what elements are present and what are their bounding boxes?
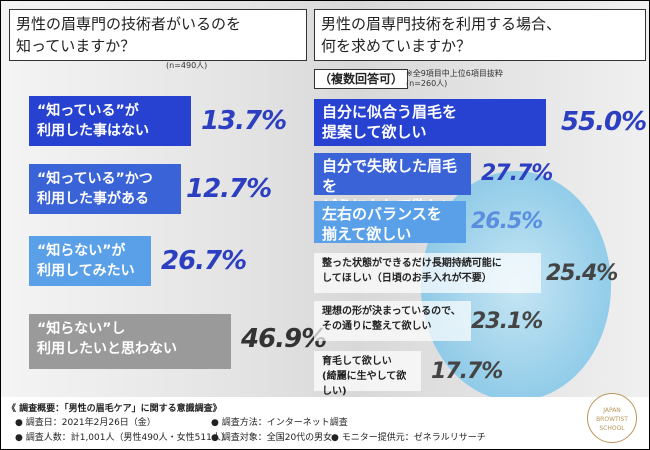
survey-title: 《 調査概要：「男性の眉毛ケア」に関する意識調査》	[7, 404, 222, 414]
right-item-value: 25.4%	[546, 261, 618, 286]
right-item-value: 27.7%	[481, 161, 553, 186]
right-note: ※全9項目中上位6項目抜粋 (n=260人)	[406, 69, 503, 88]
label-line: その通りに整えて欲しい	[322, 321, 432, 332]
label-line: 理想の形が決まっているので、	[322, 306, 461, 317]
label-line: “知らない”が	[37, 243, 126, 259]
right-item-label: 自分で失敗した眉毛をどうにかして欲しい	[314, 153, 471, 215]
right-item-label: 自分に似合う眉毛を 提案して欲しい	[314, 99, 546, 146]
label-line: 利用した事はない	[37, 123, 149, 139]
survey-item: ● 調査対象：全国20代の男女	[211, 433, 333, 443]
left-question: 男性の眉専門の技術者がいるのを 知っていますか？	[9, 9, 307, 61]
left-item-label: “知らない”し利用したいと思わない	[29, 314, 231, 369]
label-line: “知っている”が	[37, 103, 139, 119]
survey-item: ● モニター提供元：ゼネラルリサーチ	[331, 433, 486, 443]
multi-answer: （複数回答可）	[314, 69, 409, 89]
label-line: 提案して欲しい	[322, 123, 427, 141]
label-line: 自分に似合う眉毛を	[322, 103, 458, 121]
label-line: 自分で失敗した眉毛を	[322, 157, 458, 195]
survey-item: ● 調査日：2021年2月26日（金）	[15, 418, 156, 428]
left-item-value: 26.7%	[161, 246, 247, 276]
label-line: 利用した事がある	[37, 191, 149, 207]
left-item-label: “知っている”が 利用した事はない	[29, 96, 191, 146]
label-line: 育毛して欲しい	[322, 356, 392, 367]
right-item-label: 理想の形が決まっているので、 その通りに整えて欲しい	[314, 301, 471, 341]
right-item-value: 17.7%	[431, 359, 503, 384]
right-item-value: 26.5%	[471, 209, 543, 234]
logo: JAPAN BROWTIST SCHOOL	[587, 393, 637, 443]
survey-item: ● 調査方法：インターネット調査	[211, 418, 348, 428]
label-line: (綺麗に生やして欲しい)	[322, 371, 407, 397]
left-sample: (n=490人)	[166, 61, 208, 70]
right-item-value: 23.1%	[471, 309, 543, 334]
label-line: 揃えて欲しい	[322, 225, 412, 243]
left-item-value: 12.7%	[186, 174, 272, 204]
label-line: 整った状態ができるだけ長期持続可能に	[322, 258, 502, 269]
right-item-label: 整った状態ができるだけ長期持続可能に してほしい（日頃のお手入れが不要）	[314, 253, 541, 293]
left-item-value: 13.7%	[201, 106, 287, 136]
label-line: “知らない”し	[37, 321, 126, 337]
survey-item: ● 調査人数：計1,001人（男性490人・女性511人）	[15, 433, 230, 443]
right-question: 男性の眉専門技術を利用する場合、 何を求めていますか？	[314, 9, 646, 61]
left-item-label: “知らない”が 利用してみたい	[29, 236, 151, 286]
right-item-value: 55.0%	[561, 107, 647, 137]
label-line: してほしい（日頃のお手入れが不要）	[322, 273, 492, 284]
left-item-value: 46.9%	[241, 324, 327, 354]
right-item-label: 育毛して欲しい (綺麗に生やして欲しい)	[314, 351, 421, 397]
label-line: 左右のバランスを	[322, 205, 442, 223]
label-line: 利用してみたい	[37, 263, 135, 279]
footer: 《 調査概要：「男性の眉毛ケア」に関する意識調査》 ● 調査日：2021年2月2…	[1, 397, 649, 449]
label-line: 利用したいと思わない	[37, 341, 177, 357]
label-line: “知っている”かつ	[37, 171, 153, 187]
left-item-label: “知っている”かつ 利用した事がある	[29, 164, 181, 214]
right-item-label: 左右のバランスを 揃えて欲しい	[314, 201, 466, 243]
